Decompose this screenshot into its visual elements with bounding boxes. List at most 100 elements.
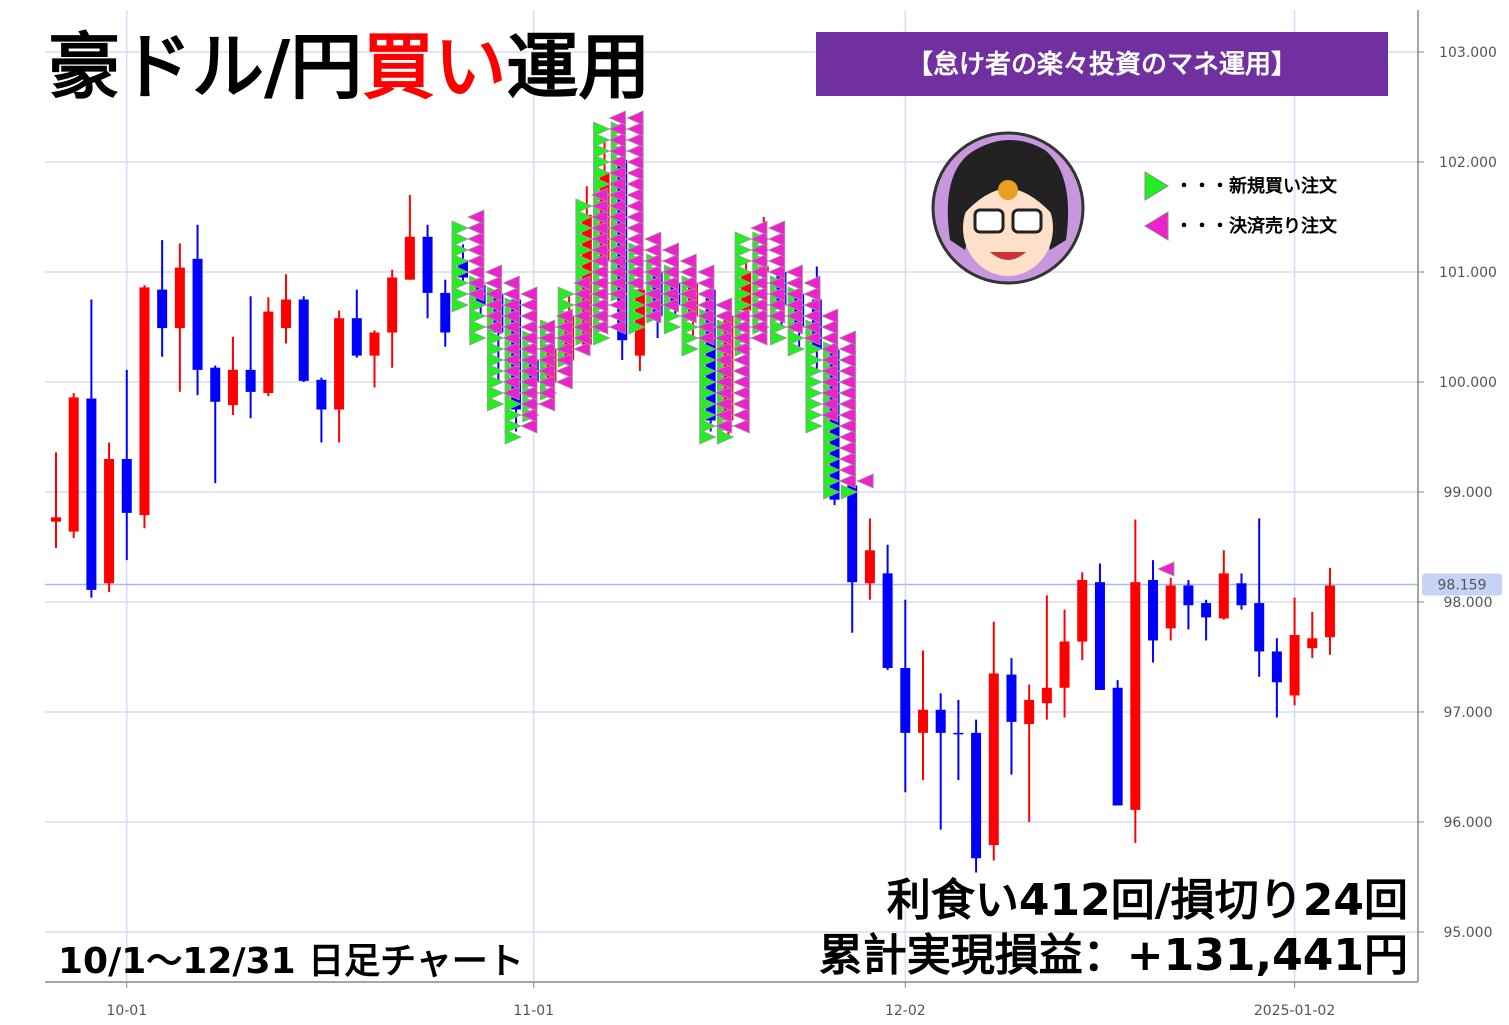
sell-order [502,319,520,335]
sell-order [838,363,856,379]
sell-order [732,374,750,390]
sell-order [537,374,556,390]
sell-order [838,341,856,357]
sell-order [820,385,839,401]
sell-order [696,275,715,291]
buy-order [504,396,523,412]
sell-order [767,275,786,291]
sell-order [679,275,697,291]
sell-order [732,341,750,357]
avatar [931,131,1085,285]
sell-order [608,253,626,269]
sell-order [820,319,839,335]
buy-order [486,352,505,368]
buy-order [734,264,753,280]
sell-order [502,330,520,346]
sell-order [661,242,679,258]
sell-order [502,385,520,401]
legend-label: ・・・新規買い注文 [1175,175,1338,197]
buy-order [451,275,469,291]
buy-order [699,374,717,390]
buy-order [699,429,717,445]
sell-order [643,308,662,324]
buy-order [451,231,469,247]
sell-order [696,319,715,335]
sell-order [714,396,733,412]
sell-order [820,363,839,379]
buy-order [840,484,859,500]
sell-order [520,308,538,324]
sell-order [520,297,538,313]
title-part: 運用 [506,25,650,109]
sell-order [803,308,821,324]
sell-order [520,330,538,346]
sell-order [537,385,556,401]
sell-order [785,308,803,324]
legend-marker-buy [1144,171,1169,201]
buy-order [451,286,469,302]
sell-order [838,418,856,434]
candle-body [1059,641,1070,688]
buy-order [823,440,841,456]
sell-order [820,374,839,390]
sell-order [502,297,520,313]
candle-body [50,517,61,522]
sell-order [838,385,856,401]
sell-order [714,385,733,401]
candle-body [1183,585,1194,606]
sell-order [714,418,733,434]
sell-order [820,341,839,357]
sell-order [537,396,556,412]
buy-order [593,176,611,192]
buy-order [575,242,593,258]
candle-body [882,573,893,668]
sell-order [608,187,626,203]
sell-order [502,352,520,368]
sell-order [626,253,644,269]
sell-order [608,319,626,335]
sell-order [679,308,697,324]
candle-body [210,367,221,402]
sell-order [714,297,733,313]
candle-body [864,550,875,584]
buy-order [557,297,576,313]
sell-order [696,286,715,302]
sell-order [838,407,856,423]
buy-order [770,330,788,346]
sell-order [767,253,786,269]
buy-order [787,341,806,357]
sell-order [785,319,803,335]
buy-order [575,198,593,214]
sell-order [555,330,573,346]
sell-order [537,341,556,357]
buy-order [823,484,841,500]
sell-order [520,374,538,390]
buy-order [734,242,753,258]
sell-order [750,253,768,269]
sell-order [484,319,503,335]
y-tick-label: 97.000 [1444,705,1493,721]
sell-order [573,308,591,324]
sell-order [714,330,733,346]
sell-order [608,143,626,159]
sell-order [750,319,768,335]
sell-order [502,341,520,357]
sell-order [803,286,821,302]
buy-order [504,418,523,434]
candle-body [1130,582,1141,810]
sell-order [573,297,591,313]
buy-order [557,286,576,302]
buy-order [451,253,469,269]
sell-order [520,286,538,302]
sell-order [608,198,626,214]
sell-order [820,352,839,368]
candle-body [298,299,309,381]
sell-order [767,297,786,313]
sell-order [466,220,485,236]
buy-order [593,165,611,181]
sell-order [643,242,662,258]
sell-order [590,286,609,302]
buy-order [805,374,823,390]
buy-order [823,451,841,467]
chart-title: 豪ドル/円買い運用 [48,25,650,109]
